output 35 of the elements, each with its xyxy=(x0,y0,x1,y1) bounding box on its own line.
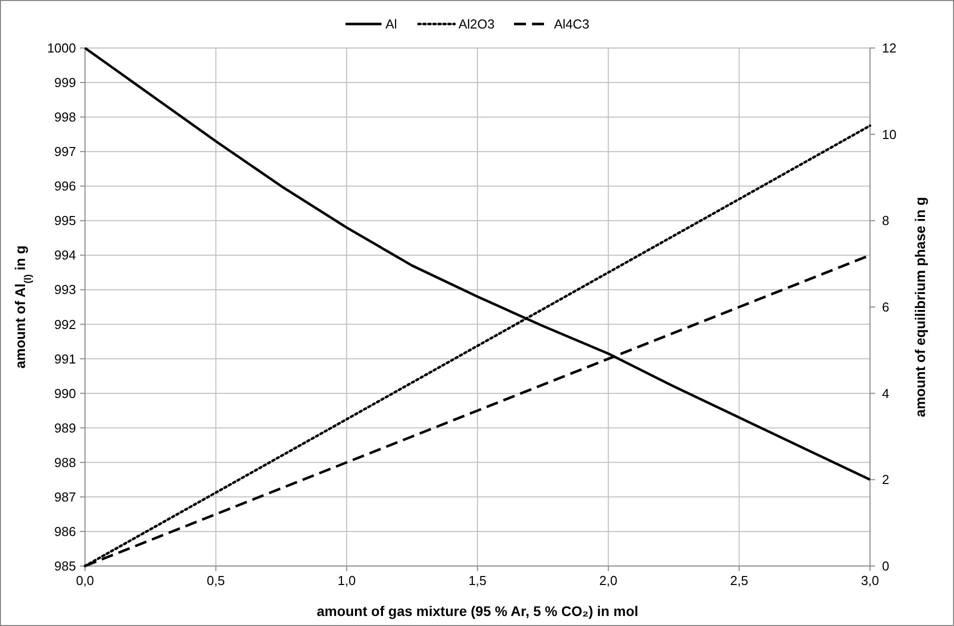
y-tick-label: 987 xyxy=(54,489,76,504)
y2-tick-label: 8 xyxy=(882,213,890,228)
y-tick-label: 999 xyxy=(54,75,76,90)
y2-tick-label: 6 xyxy=(882,300,890,314)
y-tick-label: 990 xyxy=(54,386,76,401)
y2-tick-label: 4 xyxy=(882,386,890,401)
y-tick-label: 988 xyxy=(54,454,76,470)
y-tick-label: 992 xyxy=(54,316,76,332)
y2-tick-label: 2 xyxy=(882,472,890,488)
x-tick-label: 0,0 xyxy=(76,573,94,588)
y-tick-label: 997 xyxy=(54,144,76,160)
x-axis-title: amount of gas mixture (95 % Ar, 5 % CO₂) in mol xyxy=(316,603,638,619)
y-tick-label: 996 xyxy=(54,178,76,194)
x-tick-label: 3,0 xyxy=(860,573,880,588)
y2-tick-label: 12 xyxy=(882,40,896,56)
y-tick-label: 985 xyxy=(54,558,76,574)
y-tick-label: 986 xyxy=(54,524,76,539)
legend-label: Al4C3 xyxy=(554,16,590,32)
legend-label: Al2O3 xyxy=(458,16,495,32)
y2-tick-label: 10 xyxy=(882,126,896,142)
x-tick-label: 0,5 xyxy=(206,573,225,588)
y-tick-label: 994 xyxy=(54,248,76,263)
y2-tick-label: 0 xyxy=(882,558,890,574)
x-tick-label: 1,5 xyxy=(468,573,487,588)
y-tick-label: 998 xyxy=(54,110,76,125)
y2-axis-title: amount of equilibrium phase in g xyxy=(912,196,928,418)
y-tick-label: 995 xyxy=(54,213,76,228)
x-tick-label: 2,5 xyxy=(730,573,748,588)
x-tick-label: 1,0 xyxy=(338,573,356,588)
y-tick-label: 1000 xyxy=(47,40,76,56)
y-tick-label: 989 xyxy=(54,420,76,436)
x-tick-label: 2,0 xyxy=(599,573,618,588)
y-tick-label: 993 xyxy=(54,282,76,298)
legend-label: Al xyxy=(386,16,398,32)
y-tick-label: 991 xyxy=(54,351,76,366)
